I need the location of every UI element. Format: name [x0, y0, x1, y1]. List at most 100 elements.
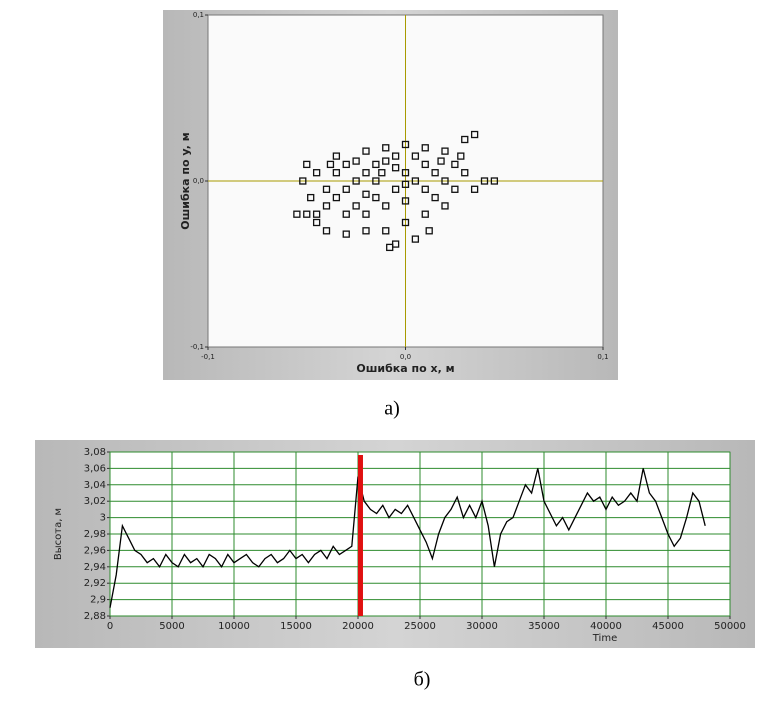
point	[391, 164, 400, 172]
point	[362, 147, 370, 155]
x-tick-label: 5000	[159, 621, 184, 632]
point	[362, 210, 370, 218]
point	[312, 169, 321, 177]
point	[490, 177, 499, 185]
point	[386, 243, 394, 252]
x-tick-label: 20000	[342, 621, 374, 632]
line	[109, 468, 706, 608]
point	[352, 157, 360, 165]
x-tick-label: 25000	[404, 621, 436, 632]
point	[372, 193, 380, 202]
y-tick-label: 3,08	[84, 447, 106, 458]
point	[322, 227, 331, 235]
point	[451, 185, 459, 193]
point	[437, 157, 445, 165]
y-tick-label: 2,92	[84, 578, 106, 589]
point	[421, 185, 429, 193]
point	[362, 227, 370, 235]
point	[457, 152, 465, 160]
point	[461, 169, 469, 177]
point	[391, 185, 400, 193]
point	[382, 144, 390, 152]
x-tick-label: 50000	[714, 621, 746, 632]
x-tick-label: -0,1	[201, 353, 215, 361]
point	[461, 135, 469, 144]
x-tick-label: 40000	[590, 621, 622, 632]
point	[401, 218, 410, 227]
caption: а)	[384, 398, 400, 420]
point	[401, 140, 410, 149]
point	[362, 169, 370, 177]
point	[421, 144, 429, 152]
point	[451, 160, 459, 169]
y-tick-label: 3,02	[84, 496, 106, 507]
y-tick-label: 0,0	[193, 177, 204, 185]
y-tick-label: 3,06	[84, 463, 106, 474]
y-axis-label: Ошибка по y, м	[179, 132, 192, 229]
y-tick-label: 3,04	[84, 480, 106, 491]
point	[401, 169, 410, 177]
point	[342, 160, 350, 169]
point	[470, 130, 479, 139]
point	[441, 202, 449, 210]
point	[372, 160, 380, 169]
x-tick-label: 45000	[652, 621, 684, 632]
point	[382, 157, 390, 165]
point	[470, 185, 479, 193]
x-tick-label: 10000	[218, 621, 250, 632]
y-tick-label: -0,1	[190, 343, 204, 351]
point	[411, 152, 420, 160]
point	[322, 185, 331, 193]
point	[480, 177, 489, 185]
x-tick-label: 0	[107, 621, 113, 632]
point	[431, 193, 439, 202]
point	[441, 147, 449, 155]
point	[299, 177, 307, 185]
point	[342, 210, 350, 218]
y-tick-label: 2,98	[84, 529, 106, 540]
point	[411, 177, 420, 185]
y-tick-label: 2,96	[84, 545, 106, 556]
point	[352, 177, 360, 185]
point	[421, 160, 429, 169]
point	[312, 210, 321, 218]
point	[312, 218, 321, 227]
point	[342, 230, 350, 238]
point	[421, 210, 429, 218]
point	[382, 202, 390, 210]
x-tick-label: 35000	[528, 621, 560, 632]
point	[401, 180, 410, 188]
point	[326, 160, 335, 169]
point	[401, 197, 410, 205]
point	[372, 177, 380, 185]
point	[303, 210, 311, 218]
x-axis-label: Ошибка по x, м	[356, 362, 454, 375]
point	[307, 193, 315, 202]
x-tick-label: 15000	[280, 621, 312, 632]
x-tick-label: 0,1	[597, 353, 608, 361]
x-tick-label: 30000	[466, 621, 498, 632]
point	[425, 227, 433, 235]
y-tick-label: 0,1	[193, 11, 204, 19]
point	[391, 152, 400, 160]
x-tick-label: 0,0	[400, 353, 411, 361]
point	[332, 169, 341, 177]
point	[411, 235, 420, 243]
point	[332, 193, 341, 202]
point	[352, 202, 360, 210]
point	[382, 227, 390, 235]
x-axis-label: Time	[592, 633, 617, 644]
y-tick-label: 3	[100, 513, 106, 524]
caption: б)	[414, 669, 431, 691]
point	[431, 169, 439, 177]
point	[303, 160, 311, 169]
y-tick-label: 2,88	[84, 611, 106, 622]
point	[293, 210, 301, 218]
y-axis-label: Высота, м	[53, 508, 64, 560]
y-tick-label: 2,9	[90, 595, 106, 606]
point	[342, 185, 350, 193]
y-tick-label: 2,94	[84, 562, 106, 573]
point	[322, 202, 331, 210]
